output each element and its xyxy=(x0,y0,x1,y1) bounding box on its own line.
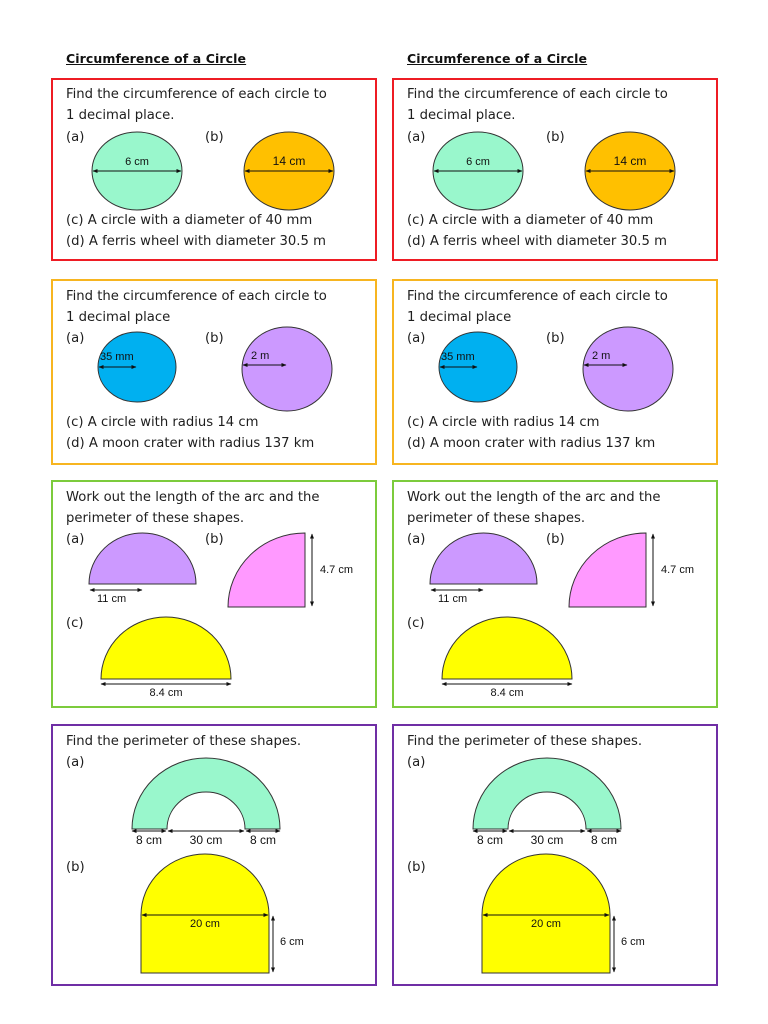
quarter-circle-radius-4-7cm-figure: 4.7 cm xyxy=(568,532,694,608)
question-c: (c) A circle with radius 14 cm xyxy=(66,415,259,430)
dimension-label: 6 cm xyxy=(466,156,490,168)
semicircle-radius-11cm-figure: 11 cm xyxy=(429,532,538,605)
question-d: (d) A moon crater with radius 137 km xyxy=(66,436,315,451)
instruction-line-2: 1 decimal place. xyxy=(66,108,175,123)
instruction-line-1: Find the circumference of each circle to xyxy=(407,289,668,304)
instruction-line-1: Work out the length of the arc and the xyxy=(66,490,320,505)
instruction-line-1: Find the circumference of each circle to xyxy=(66,87,327,102)
question-d: (d) A moon crater with radius 137 km xyxy=(407,436,656,451)
label-a: (a) xyxy=(66,331,85,346)
instruction-line-1: Find the perimeter of these shapes. xyxy=(407,734,643,749)
question-d: (d) A ferris wheel with diameter 30.5 m xyxy=(66,234,326,249)
label-a: (a) xyxy=(66,755,85,770)
question-c: (c) A circle with a diameter of 40 mm xyxy=(407,213,654,228)
dimension-label: 6 cm xyxy=(125,156,149,168)
worksheet-column-right: Circumference of a Circle Find the circu… xyxy=(341,0,718,1024)
circle-radius-2m-figure: 2 m xyxy=(582,326,674,412)
label-c: (c) xyxy=(66,616,84,631)
worksheet-column-left: Circumference of a Circle Find the circu… xyxy=(0,0,377,1024)
circle-radius-35mm-figure: 35 mm xyxy=(438,331,518,403)
instruction-line-2: 1 decimal place xyxy=(407,310,512,325)
semicircle-on-rectangle-figure: 20 cm 6 cm xyxy=(481,853,645,974)
dimension-label: 14 cm xyxy=(273,154,306,168)
left-width-label: 8 cm xyxy=(477,833,503,847)
width-label: 20 cm xyxy=(531,918,561,930)
label-b: (b) xyxy=(546,532,565,547)
semicircle-diameter-8-4cm-figure: 8.4 cm xyxy=(100,616,232,699)
instruction-line-2: perimeter of these shapes. xyxy=(66,511,245,526)
quarter-circle-radius-4-7cm-figure: 4.7 cm xyxy=(227,532,353,608)
label-b: (b) xyxy=(205,532,224,547)
dimension-label: 11 cm xyxy=(438,593,467,605)
label-a: (a) xyxy=(407,130,426,145)
label-b: (b) xyxy=(546,331,565,346)
worksheet-title: Circumference of a Circle xyxy=(407,51,588,66)
label-b: (b) xyxy=(205,130,224,145)
dimension-label: 2 m xyxy=(251,350,269,362)
label-c: (c) xyxy=(407,616,425,631)
right-width-label: 8 cm xyxy=(591,833,617,847)
label-b: (b) xyxy=(66,860,85,875)
label-b: (b) xyxy=(205,331,224,346)
circle-diameter-14cm-figure: 14 cm xyxy=(243,131,335,211)
question-d: (d) A ferris wheel with diameter 30.5 m xyxy=(407,234,667,249)
width-label: 20 cm xyxy=(190,918,220,930)
right-width-label: 8 cm xyxy=(250,833,276,847)
label-a: (a) xyxy=(66,532,85,547)
instruction-line-1: Work out the length of the arc and the xyxy=(407,490,661,505)
semicircle-radius-11cm-figure: 11 cm xyxy=(88,532,197,605)
dimension-label: 8.4 cm xyxy=(490,687,523,699)
semi-annulus-figure: 8 cm 30 cm 8 cm xyxy=(472,757,622,847)
instruction-line-1: Find the circumference of each circle to xyxy=(407,87,668,102)
question-c: (c) A circle with a diameter of 40 mm xyxy=(66,213,313,228)
instruction-line-2: perimeter of these shapes. xyxy=(407,511,586,526)
semicircle-on-rectangle-figure: 20 cm 6 cm xyxy=(140,853,304,974)
circle-radius-2m-figure: 2 m xyxy=(241,326,333,412)
dimension-label: 4.7 cm xyxy=(661,564,694,576)
instruction-line-1: Find the perimeter of these shapes. xyxy=(66,734,302,749)
label-b: (b) xyxy=(407,860,426,875)
height-label: 6 cm xyxy=(621,936,645,948)
label-a: (a) xyxy=(66,130,85,145)
instruction-line-1: Find the circumference of each circle to xyxy=(66,289,327,304)
label-a: (a) xyxy=(407,331,426,346)
instruction-line-2: 1 decimal place. xyxy=(407,108,516,123)
label-a: (a) xyxy=(407,755,426,770)
height-label: 6 cm xyxy=(280,936,304,948)
circle-radius-35mm-figure: 35 mm xyxy=(97,331,177,403)
dimension-label: 35 mm xyxy=(100,351,134,363)
dimension-label: 2 m xyxy=(592,350,610,362)
question-c: (c) A circle with radius 14 cm xyxy=(407,415,600,430)
label-b: (b) xyxy=(546,130,565,145)
dimension-label: 35 mm xyxy=(441,351,475,363)
dimension-label: 8.4 cm xyxy=(149,687,182,699)
worksheet-title: Circumference of a Circle xyxy=(66,51,247,66)
semicircle-diameter-8-4cm-figure: 8.4 cm xyxy=(441,616,573,699)
left-width-label: 8 cm xyxy=(136,833,162,847)
circle-diameter-14cm-figure: 14 cm xyxy=(584,131,676,211)
inner-diameter-label: 30 cm xyxy=(531,833,564,847)
label-a: (a) xyxy=(407,532,426,547)
semi-annulus-figure: 8 cm 30 cm 8 cm xyxy=(131,757,281,847)
dimension-label: 14 cm xyxy=(614,154,647,168)
instruction-line-2: 1 decimal place xyxy=(66,310,171,325)
inner-diameter-label: 30 cm xyxy=(190,833,223,847)
circle-diameter-6cm-figure: 6 cm xyxy=(91,131,183,211)
circle-diameter-6cm-figure: 6 cm xyxy=(432,131,524,211)
dimension-label: 11 cm xyxy=(97,593,126,605)
dimension-label: 4.7 cm xyxy=(320,564,353,576)
